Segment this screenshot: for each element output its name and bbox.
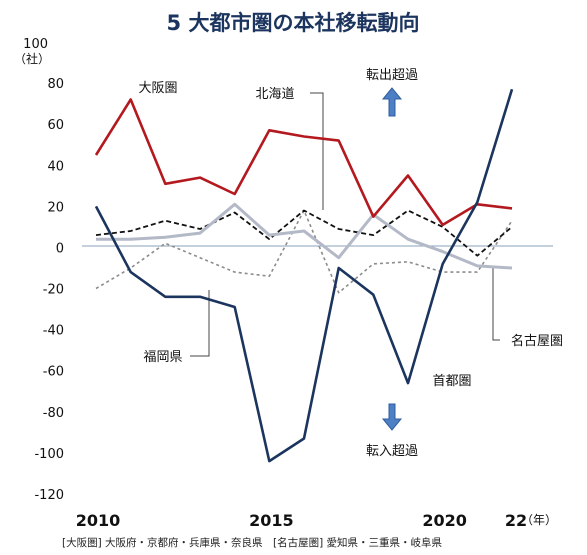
footnote: [大阪圏] 大阪府・京都府・兵庫県・奈良県 [名古屋圏] 愛知県・三重県・岐阜県 [62, 536, 443, 549]
y-tick-label: -60 [43, 365, 64, 380]
series-label-hokkaido: 北海道 [255, 87, 294, 102]
y-tick-label: 40 [47, 159, 64, 174]
series-label-osaka: 大阪圏 [138, 81, 177, 96]
nagoya-connector [492, 268, 500, 341]
series-label-fukuoka: 福岡県 [143, 350, 182, 365]
y-tick-label: -100 [34, 447, 64, 462]
label-connectors [190, 92, 500, 357]
hokkaido-connector [310, 92, 324, 210]
transfer-out-label: 転出超過 [366, 68, 418, 83]
y-unit-top: 100 [23, 37, 48, 52]
x-unit: （年） [521, 513, 557, 527]
x-axis-ticks: 2010 2015 2020 22 [76, 511, 527, 530]
chart-title: 5 大都市圏の本社移転動向 [167, 11, 420, 35]
series-line [94, 98, 513, 227]
y-tick-label: -40 [43, 324, 64, 339]
series-line [94, 88, 514, 463]
y-unit-label: （社） [14, 51, 50, 66]
x-tick-label: 2010 [76, 511, 121, 530]
y-tick-label: 80 [47, 77, 64, 92]
y-axis-ticks: 80 60 40 20 0 -20 -40 -60 -80 -100 -120 [34, 77, 64, 503]
fukuoka-connector [190, 290, 210, 357]
y-tick-label: 20 [47, 200, 64, 215]
series-line [95, 209, 513, 257]
y-tick-label: -20 [43, 283, 64, 298]
y-tick-label: 60 [47, 118, 64, 133]
x-tick-label: 22 [505, 511, 527, 530]
series-line [96, 202, 513, 270]
y-tick-label: 0 [56, 241, 64, 256]
x-tick-label: 2020 [422, 511, 467, 530]
x-tick-label: 2015 [249, 511, 294, 530]
y-tick-label: -80 [43, 406, 64, 421]
series-label-shutoken: 首都圏 [432, 374, 471, 389]
transfer-in-arrow-icon [381, 403, 403, 431]
y-tick-label: -120 [34, 488, 64, 503]
series-lines [94, 88, 514, 463]
transfer-in-label: 転入超過 [366, 444, 418, 459]
series-label-nagoya: 名古屋圏 [511, 333, 563, 349]
transfer-out-arrow-icon [381, 87, 403, 117]
